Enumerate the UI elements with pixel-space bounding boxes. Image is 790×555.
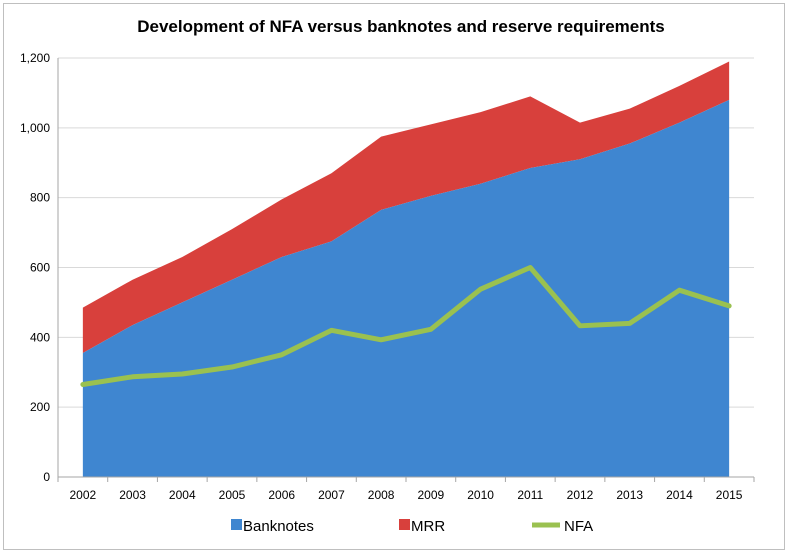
mrr-area: [82, 61, 730, 354]
y-tick-label-800: 800: [30, 191, 50, 205]
x-tick-label-2011: 2011: [517, 488, 543, 502]
legend-label-mrr: MRR: [411, 518, 445, 535]
y-tick-label-1200: 1,200: [20, 51, 50, 65]
x-tick-label-2002: 2002: [70, 488, 97, 502]
y-tick-label-200: 200: [30, 400, 50, 414]
x-tick-label-2003: 2003: [119, 488, 146, 502]
x-tick-label-2007: 2007: [318, 488, 345, 502]
chart-frame: Development of NFA versus banknotes and …: [3, 3, 785, 550]
chart-svg: Development of NFA versus banknotes and …: [20, 17, 755, 535]
legend-label-nfa: NFA: [564, 518, 593, 535]
x-tick-label-2006: 2006: [268, 488, 295, 502]
x-tick-label-2004: 2004: [169, 488, 196, 502]
chart-title: Development of NFA versus banknotes and …: [137, 17, 665, 36]
nfa-line-layer: [80, 265, 732, 387]
legend-swatch-mrr: [399, 519, 410, 530]
y-tick-label-0: 0: [43, 470, 50, 484]
y-tick-label-1000: 1,000: [20, 121, 50, 135]
x-tick-label-2014: 2014: [666, 488, 693, 502]
x-tick-label-2010: 2010: [467, 488, 494, 502]
x-tick-label-2012: 2012: [567, 488, 594, 502]
areas: [82, 61, 730, 478]
x-tick-label-2009: 2009: [418, 488, 445, 502]
x-tick-label-2013: 2013: [616, 488, 643, 502]
y-tick-label-600: 600: [30, 261, 50, 275]
legend-label-banknotes: Banknotes: [243, 518, 314, 535]
x-tick-label-2015: 2015: [716, 488, 743, 502]
legend: Banknotes MRR NFA: [231, 518, 593, 535]
nfa-line: [80, 265, 732, 387]
x-tick-label-2008: 2008: [368, 488, 395, 502]
banknotes-area: [82, 99, 730, 478]
y-tick-label-400: 400: [30, 330, 50, 344]
x-tick-label-2005: 2005: [219, 488, 246, 502]
axes: 0 200 400 600 800 1,000 1,200 2002 2003 2004 2005 2…: [20, 51, 755, 502]
legend-swatch-banknotes: [231, 519, 242, 530]
